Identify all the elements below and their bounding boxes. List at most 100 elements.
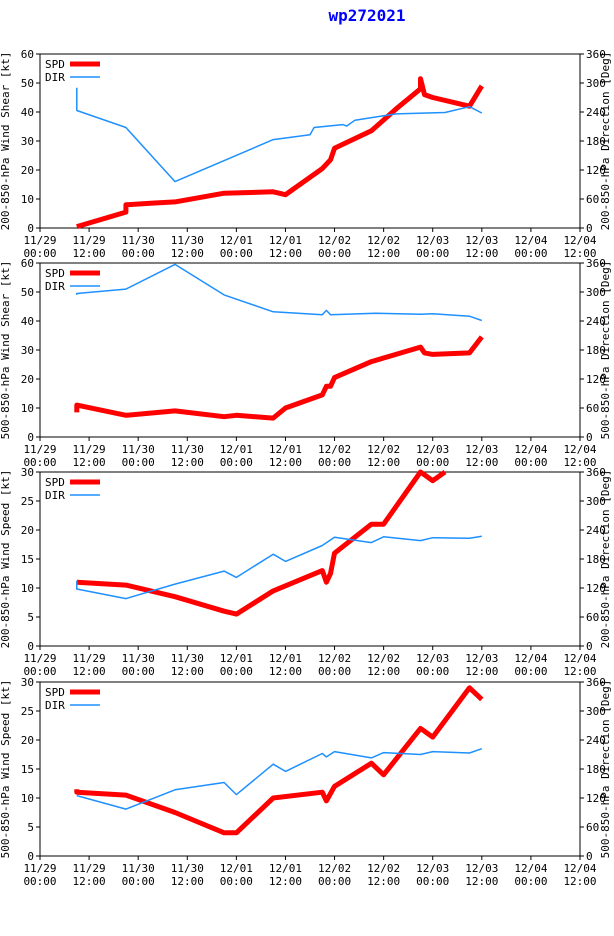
y-right-tick-label: 120 xyxy=(586,164,606,177)
x-tick-label-date: 12/02 xyxy=(318,652,351,665)
dir-series-line xyxy=(76,535,482,600)
x-tick-label-time: 12:00 xyxy=(367,665,400,678)
x-tick-label-date: 12/03 xyxy=(465,652,498,665)
x-tick-label-date: 11/29 xyxy=(73,443,106,456)
x-tick-label-time: 00:00 xyxy=(416,247,449,260)
x-tick-label-date: 12/03 xyxy=(416,652,449,665)
y-left-tick-label: 20 xyxy=(21,164,34,177)
x-tick-label-time: 00:00 xyxy=(23,456,56,469)
y-right-tick-label: 0 xyxy=(586,850,593,863)
legend-label-spd: SPD xyxy=(45,686,65,699)
x-tick-label-date: 12/03 xyxy=(465,862,498,875)
x-tick-label-date: 12/04 xyxy=(563,234,596,247)
y-right-axis-label: 200-850-hPa Direction [Deg] xyxy=(599,52,612,231)
x-tick-label-time: 00:00 xyxy=(416,456,449,469)
y-left-axis-label: 200-850-hPa Wind Speed [kt] xyxy=(0,470,12,649)
x-tick-label-time: 12:00 xyxy=(73,247,106,260)
y-right-tick-label: 0 xyxy=(586,640,593,653)
legend-label-dir: DIR xyxy=(45,699,65,712)
x-tick-label-time: 00:00 xyxy=(514,247,547,260)
y-left-tick-label: 30 xyxy=(21,676,34,689)
x-tick-label-date: 12/01 xyxy=(269,862,302,875)
x-tick-label-time: 12:00 xyxy=(171,456,204,469)
x-tick-label-date: 11/29 xyxy=(23,234,56,247)
y-left-axis-label: 500-850-hPa Wind Shear [kt] xyxy=(0,261,12,440)
legend-label-spd: SPD xyxy=(45,267,65,280)
y-right-tick-label: 60 xyxy=(586,193,599,206)
x-tick-label-date: 12/02 xyxy=(318,234,351,247)
x-tick-label-time: 12:00 xyxy=(563,247,596,260)
y-right-tick-label: 0 xyxy=(586,222,593,235)
y-right-tick-label: 60 xyxy=(586,821,599,834)
y-left-axis-label: 200-850-hPa Wind Shear [kt] xyxy=(0,52,12,231)
y-right-tick-label: 360 xyxy=(586,257,606,270)
x-tick-label-date: 12/03 xyxy=(465,443,498,456)
dir-series-line xyxy=(76,263,483,322)
y-left-tick-label: 25 xyxy=(21,495,34,508)
legend-label-dir: DIR xyxy=(45,71,65,84)
x-tick-label-time: 12:00 xyxy=(367,875,400,888)
y-left-tick-label: 30 xyxy=(21,135,34,148)
x-tick-label-time: 00:00 xyxy=(122,875,155,888)
y-left-tick-label: 10 xyxy=(21,792,34,805)
x-tick-label-date: 11/30 xyxy=(171,652,204,665)
x-tick-label-date: 12/04 xyxy=(563,862,596,875)
x-tick-label-date: 12/01 xyxy=(269,443,302,456)
x-tick-label-time: 00:00 xyxy=(220,247,253,260)
x-tick-label-time: 12:00 xyxy=(367,456,400,469)
y-right-tick-label: 120 xyxy=(586,792,606,805)
x-tick-label-time: 00:00 xyxy=(220,875,253,888)
x-tick-label-date: 11/30 xyxy=(122,234,155,247)
x-tick-label-time: 12:00 xyxy=(73,456,106,469)
x-tick-label-time: 00:00 xyxy=(23,247,56,260)
y-left-tick-label: 60 xyxy=(21,257,34,270)
x-tick-label-date: 12/04 xyxy=(514,234,547,247)
x-tick-label-date: 12/01 xyxy=(220,234,253,247)
y-left-tick-label: 0 xyxy=(27,850,34,863)
x-tick-label-time: 00:00 xyxy=(514,665,547,678)
y-left-tick-label: 50 xyxy=(21,77,34,90)
y-left-tick-label: 5 xyxy=(27,821,34,834)
y-left-tick-label: 0 xyxy=(27,222,34,235)
page-title: wp272021 xyxy=(328,6,406,25)
x-tick-label-date: 12/02 xyxy=(318,443,351,456)
chart-3: 05101520253006012018024030036011/2900:00… xyxy=(0,466,612,678)
chart-1: 010203040506006012018024030036011/2900:0… xyxy=(0,48,612,260)
x-tick-label-date: 12/01 xyxy=(220,862,253,875)
legend-label-spd: SPD xyxy=(45,476,65,489)
y-left-tick-label: 10 xyxy=(21,193,34,206)
y-right-tick-label: 60 xyxy=(586,611,599,624)
y-left-tick-label: 20 xyxy=(21,524,34,537)
x-tick-label-date: 11/30 xyxy=(171,443,204,456)
x-tick-label-date: 12/02 xyxy=(367,443,400,456)
plot-frame xyxy=(39,53,581,229)
y-left-tick-label: 60 xyxy=(21,48,34,61)
x-tick-label-time: 12:00 xyxy=(563,456,596,469)
legend-label-spd: SPD xyxy=(45,58,65,71)
y-left-tick-label: 10 xyxy=(21,402,34,415)
y-right-tick-label: 240 xyxy=(586,734,606,747)
x-tick-label-time: 00:00 xyxy=(318,665,351,678)
x-tick-label-time: 12:00 xyxy=(367,247,400,260)
spd-series-line xyxy=(76,76,484,229)
y-right-tick-label: 300 xyxy=(586,77,606,90)
y-left-tick-label: 0 xyxy=(27,640,34,653)
x-tick-label-date: 12/04 xyxy=(514,862,547,875)
x-tick-label-date: 11/30 xyxy=(122,443,155,456)
x-tick-label-date: 12/02 xyxy=(367,652,400,665)
x-tick-label-date: 11/29 xyxy=(73,652,106,665)
dir-series-line xyxy=(76,87,483,183)
y-right-tick-label: 300 xyxy=(586,495,606,508)
y-left-tick-label: 40 xyxy=(21,315,34,328)
x-tick-label-time: 00:00 xyxy=(23,665,56,678)
plot-frame xyxy=(39,681,581,857)
y-left-tick-label: 50 xyxy=(21,286,34,299)
y-left-tick-label: 20 xyxy=(21,373,34,386)
x-tick-label-date: 12/01 xyxy=(220,443,253,456)
chart-2: 010203040506006012018024030036011/2900:0… xyxy=(0,257,612,469)
x-tick-label-date: 12/01 xyxy=(269,652,302,665)
x-tick-label-time: 12:00 xyxy=(465,456,498,469)
y-left-tick-label: 0 xyxy=(27,431,34,444)
x-tick-label-time: 00:00 xyxy=(514,456,547,469)
